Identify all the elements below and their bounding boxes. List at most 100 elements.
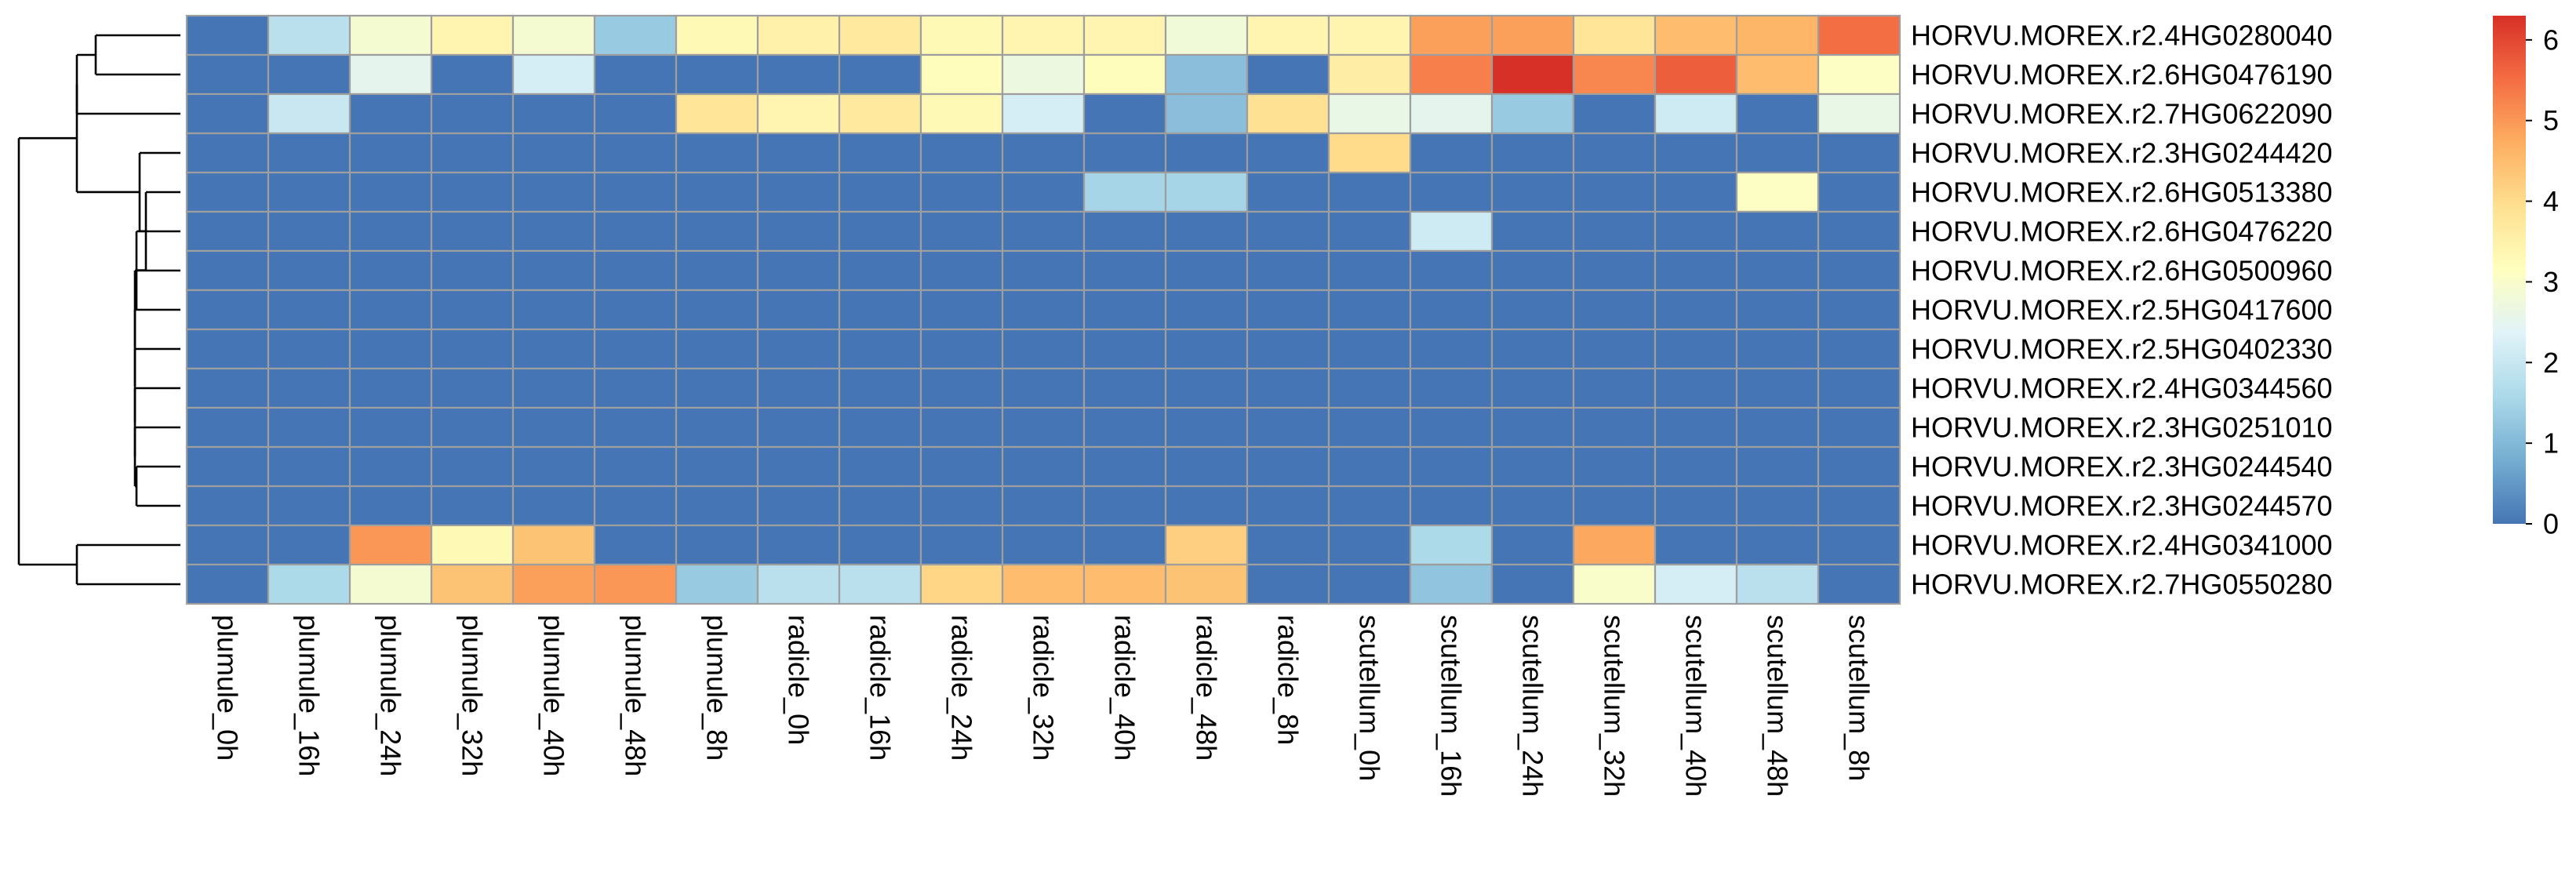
heatmap-cell	[675, 406, 759, 449]
heatmap-cell	[1654, 485, 1738, 527]
heatmap-cell	[919, 249, 1004, 292]
heatmap-cell	[838, 563, 922, 605]
heatmap-cell	[756, 367, 841, 409]
heatmap-cell	[348, 524, 433, 566]
heatmap-cell	[838, 524, 922, 566]
heatmap-cells	[185, 14, 1901, 605]
heatmap-cell	[1001, 328, 1086, 370]
heatmap-cell	[919, 485, 1004, 527]
heatmap-cell	[1164, 328, 1249, 370]
heatmap-cell	[1490, 93, 1575, 135]
heatmap-cell	[593, 93, 678, 135]
heatmap-cell	[185, 367, 270, 409]
heatmap-cell	[838, 328, 922, 370]
heatmap-cell	[756, 524, 841, 566]
heatmap-cell	[593, 53, 678, 96]
heatmap-cell	[675, 132, 759, 174]
heatmap-cell	[348, 171, 433, 213]
row-label: HORVU.MOREX.r2.3HG0244540	[1911, 451, 2333, 483]
heatmap-cell	[267, 93, 351, 135]
heatmap-cell	[1490, 563, 1575, 605]
legend-color-bar	[2493, 16, 2526, 524]
heatmap-cell	[1082, 563, 1167, 605]
heatmap-cell	[185, 132, 270, 174]
heatmap-cell	[1735, 524, 1820, 566]
column-labels: plumule_0h plumule_16h plumule_24h plumule_…	[212, 615, 1876, 797]
heatmap-cell	[1082, 485, 1167, 527]
heatmap-cell	[430, 171, 515, 213]
heatmap-cell	[511, 132, 596, 174]
heatmap-cell	[838, 14, 922, 56]
heatmap-cell	[1409, 367, 1494, 409]
heatmap-cell	[267, 328, 351, 370]
row-label: HORVU.MOREX.r2.4HG0344560	[1911, 372, 2333, 405]
legend-tick-label: 3	[2543, 266, 2559, 298]
heatmap-cell	[1164, 445, 1249, 488]
heatmap-cell	[185, 445, 270, 488]
heatmap-cell	[756, 289, 841, 331]
heatmap-cell	[1817, 93, 1901, 135]
heatmap-cell	[1735, 406, 1820, 449]
heatmap-cell	[511, 367, 596, 409]
heatmap-cell	[1735, 210, 1820, 253]
heatmap-cell	[1654, 93, 1738, 135]
heatmap-cell	[1409, 445, 1494, 488]
heatmap-cell	[756, 171, 841, 213]
heatmap-cell	[756, 210, 841, 253]
heatmap-cell	[1409, 93, 1494, 135]
heatmap-cell	[1246, 249, 1330, 292]
heatmap-cell	[1572, 445, 1657, 488]
heatmap-cell	[348, 14, 433, 56]
heatmap-cell	[185, 289, 270, 331]
column-label: radicle_8h	[1272, 615, 1304, 745]
heatmap-cell	[1490, 210, 1575, 253]
column-label: radicle_48h	[1191, 615, 1223, 761]
heatmap-cell	[1327, 14, 1412, 56]
heatmap-cell	[838, 93, 922, 135]
heatmap-cell	[1817, 367, 1901, 409]
heatmap-cell	[511, 328, 596, 370]
heatmap-cell	[1654, 14, 1738, 56]
heatmap-cell	[1409, 524, 1494, 566]
heatmap-cell	[1246, 53, 1330, 96]
heatmap-cell	[1490, 289, 1575, 331]
heatmap-cell	[1327, 289, 1412, 331]
row-label: HORVU.MOREX.r2.6HG0500960	[1911, 255, 2333, 287]
heatmap-cell	[1735, 14, 1820, 56]
heatmap-cell	[1001, 53, 1086, 96]
heatmap-cell	[1164, 132, 1249, 174]
heatmap-cell	[675, 485, 759, 527]
column-label: scutellum_48h	[1762, 615, 1794, 797]
row-label: HORVU.MOREX.r2.6HG0513380	[1911, 176, 2333, 209]
heatmap-cell	[1001, 406, 1086, 449]
heatmap-cell	[430, 53, 515, 96]
row-labels: HORVU.MOREX.r2.4HG0280040 HORVU.MOREX.r2.…	[1911, 20, 2333, 601]
heatmap-cell	[267, 563, 351, 605]
heatmap-cell	[919, 328, 1004, 370]
heatmap-cell	[1246, 563, 1330, 605]
heatmap-cell	[675, 93, 759, 135]
column-label: plumule_48h	[620, 615, 652, 776]
heatmap-cell	[430, 132, 515, 174]
heatmap-cell	[1246, 328, 1330, 370]
heatmap-cell	[1490, 328, 1575, 370]
heatmap-cell	[1654, 524, 1738, 566]
heatmap-cell	[511, 524, 596, 566]
heatmap-cell	[1001, 289, 1086, 331]
heatmap-cell	[1817, 445, 1901, 488]
heatmap-cell	[1490, 485, 1575, 527]
legend-tick-label: 4	[2543, 185, 2559, 217]
heatmap-cell	[430, 406, 515, 449]
heatmap-cell	[511, 249, 596, 292]
heatmap-cell	[1164, 524, 1249, 566]
heatmap-cell	[593, 406, 678, 449]
heatmap-cell	[1817, 171, 1901, 213]
column-label: scutellum_0h	[1354, 615, 1386, 781]
heatmap-cell	[1082, 524, 1167, 566]
column-label: radicle_24h	[946, 615, 978, 761]
heatmap-cell	[1409, 249, 1494, 292]
heatmap-cell	[1164, 93, 1249, 135]
heatmap-cell	[1001, 132, 1086, 174]
heatmap-cell	[1327, 210, 1412, 253]
heatmap-cell	[1490, 406, 1575, 449]
